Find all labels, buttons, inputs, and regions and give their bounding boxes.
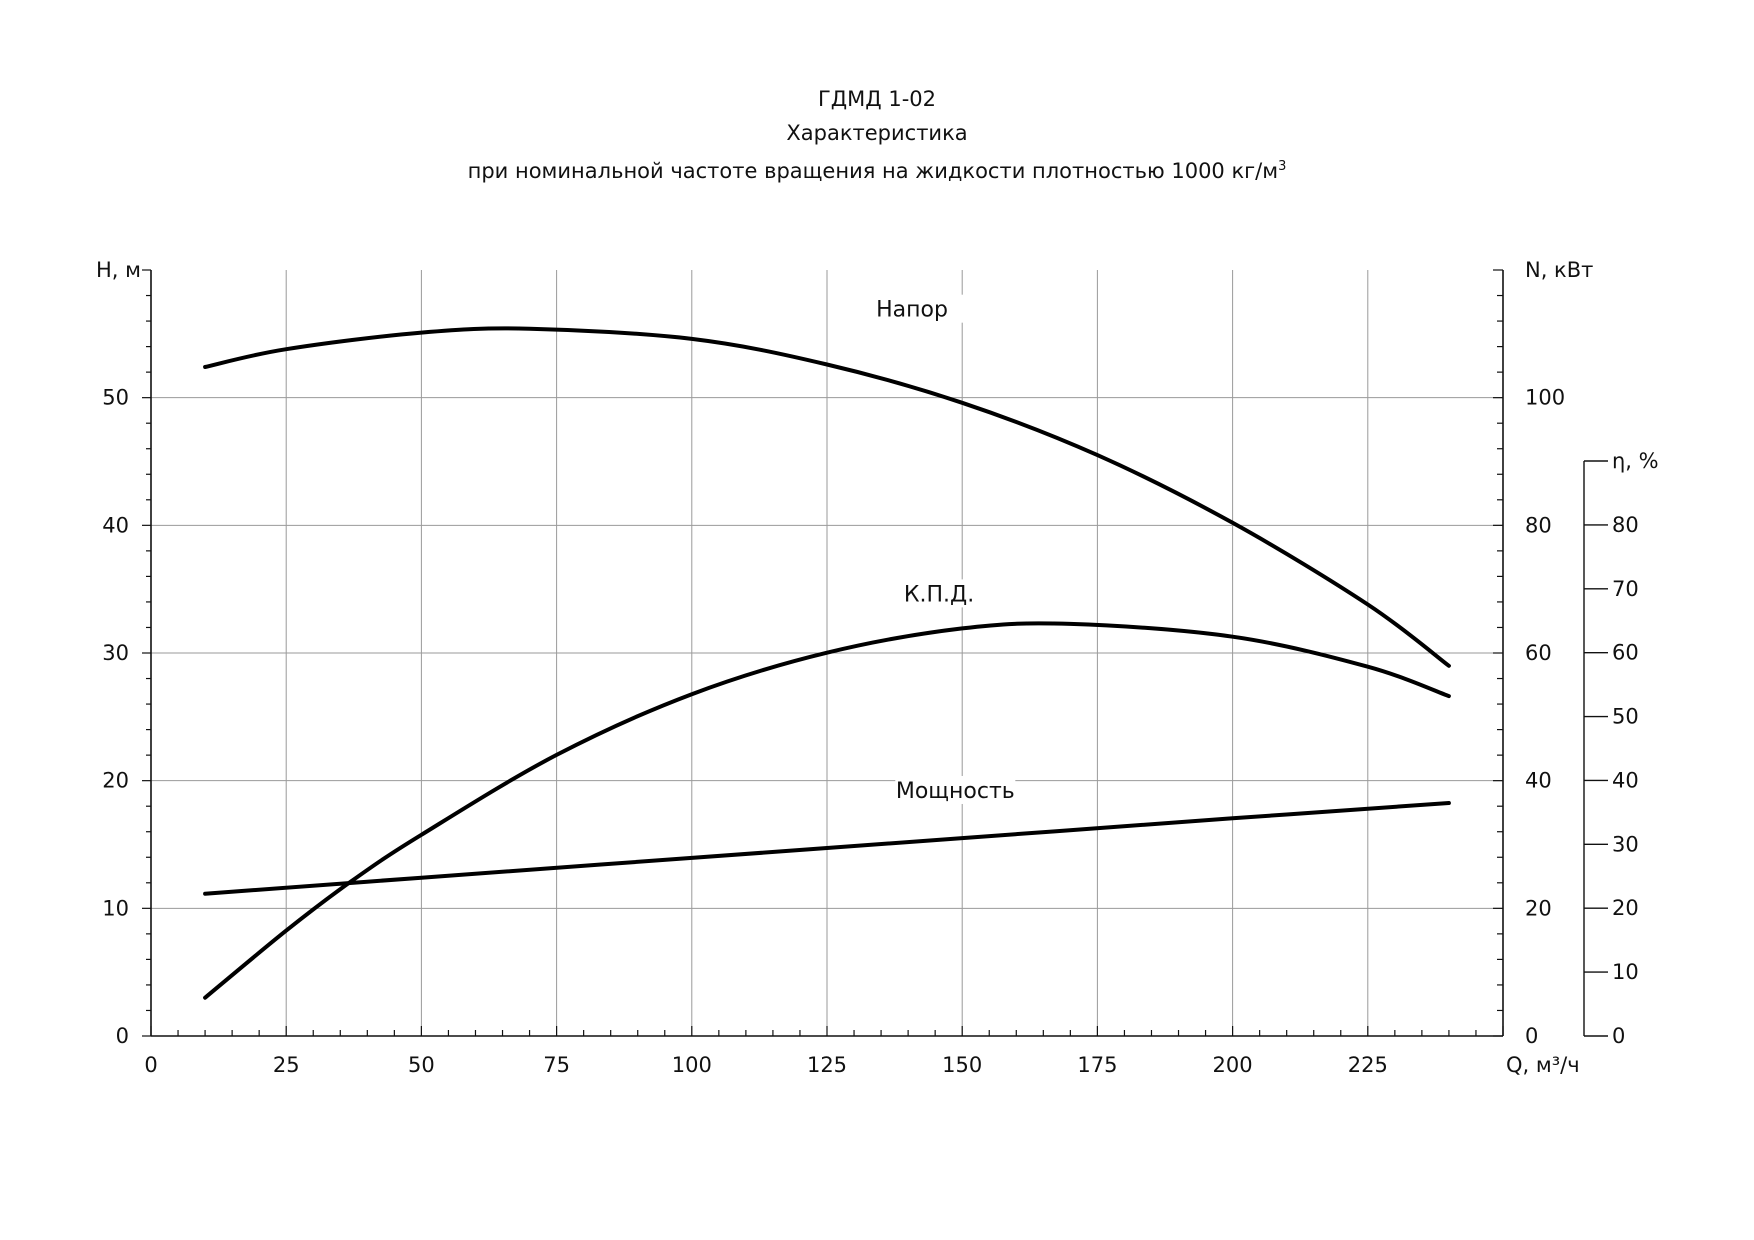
eta-tick-label: 0 (1612, 1024, 1625, 1048)
h-axis-label: H, м (96, 258, 141, 282)
eta-tick-label: 60 (1612, 641, 1639, 665)
h-tick-label: 0 (116, 1024, 129, 1048)
h-axis-ticks (142, 269, 151, 1037)
series-label-bg (895, 775, 1016, 804)
x-tick-label: 75 (543, 1053, 570, 1077)
series-label-h: Напор (876, 298, 948, 323)
x-tick-label: 50 (408, 1053, 435, 1077)
curve-h (203, 326, 1451, 668)
x-tick-label: 175 (1077, 1053, 1117, 1077)
x-axis-label: Q, м³/ч (1506, 1053, 1580, 1077)
x-tick-label: 200 (1213, 1053, 1253, 1077)
n-tick-label: 60 (1525, 641, 1552, 665)
x-tick-label: 100 (672, 1053, 712, 1077)
x-tick-label: 150 (942, 1053, 982, 1077)
chart-title: ГДМД 1-02 (817, 87, 937, 111)
chart-conditions-text: при номинальной частоте вращения на жидк… (467, 159, 1279, 183)
n-axis-ticks (1493, 269, 1503, 1037)
x-axis-ticks (150, 1026, 1504, 1036)
x-tick-label: 25 (273, 1053, 300, 1077)
eta-axis-label: η, % (1612, 449, 1659, 473)
eta-tick-label: 70 (1612, 577, 1639, 601)
chart-subtitle: Характеристика (786, 121, 968, 145)
n-tick-label: 0 (1525, 1024, 1538, 1048)
h-tick-label: 20 (102, 769, 129, 793)
chart-conditions-sup: 3 (1278, 159, 1287, 174)
eta-tick-label: 50 (1612, 705, 1639, 729)
series-label-bg (852, 294, 973, 323)
eta-tick-label: 20 (1612, 896, 1639, 920)
curve-n (203, 801, 1451, 896)
n-tick-label: 100 (1525, 386, 1565, 410)
series-label-n: Мощность (896, 779, 1015, 804)
h-tick-label: 40 (102, 513, 129, 537)
x-tick-label: 225 (1348, 1053, 1388, 1077)
eta-tick-label: 40 (1612, 768, 1639, 792)
x-tick-label: 125 (807, 1053, 847, 1077)
eta-tick-label: 80 (1612, 513, 1639, 537)
chart-conditions: при номинальной частоте вращения на жидк… (0, 150, 1754, 188)
x-tick-label: 0 (144, 1053, 157, 1077)
eta-tick-label: 30 (1612, 832, 1639, 856)
n-tick-label: 20 (1525, 896, 1552, 920)
h-tick-label: 10 (102, 896, 129, 920)
eta-axis (1583, 460, 1608, 1037)
series-label-eta: К.П.Д. (904, 582, 974, 607)
n-axis-label: N, кВт (1525, 258, 1593, 282)
n-tick-label: 80 (1525, 513, 1552, 537)
h-tick-label: 30 (102, 641, 129, 665)
series-label-bg (879, 579, 1000, 608)
eta-tick-label: 10 (1612, 960, 1639, 984)
chart-title-block: ГДМД 1-02 Характеристика при номинальной… (0, 82, 1754, 188)
n-tick-label: 40 (1525, 769, 1552, 793)
h-tick-label: 50 (102, 386, 129, 410)
